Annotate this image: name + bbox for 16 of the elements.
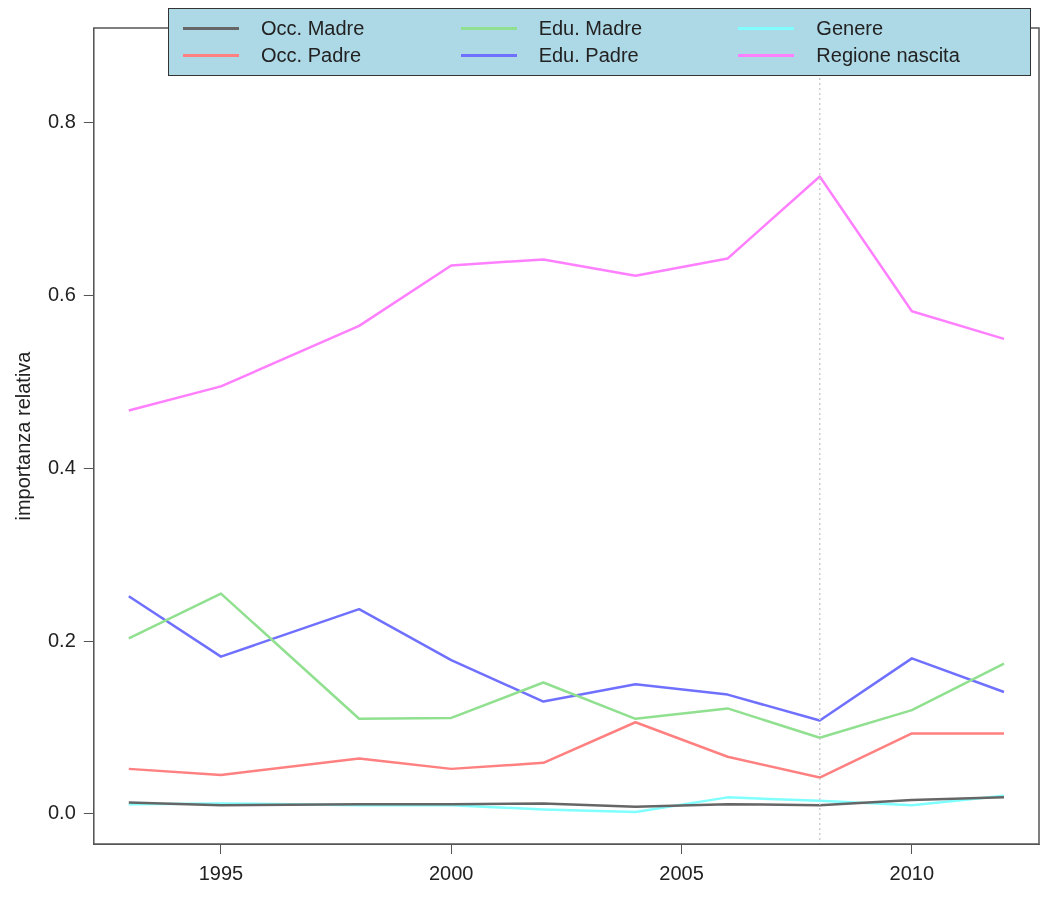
y-tick-label: 0.2 bbox=[47, 628, 76, 651]
x-tick-label: 1995 bbox=[198, 861, 244, 884]
x-tick-label: 2000 bbox=[429, 861, 474, 884]
legend-label: Edu. Padre bbox=[538, 44, 639, 67]
y-tick-label: 0.8 bbox=[47, 110, 76, 133]
legend-label: Edu. Madre bbox=[538, 17, 643, 40]
y-tick-label: 0.0 bbox=[47, 801, 76, 824]
legend-label: Occ. Madre bbox=[261, 17, 365, 40]
y-tick-label: 0.4 bbox=[47, 455, 76, 478]
legend-label: Occ. Padre bbox=[261, 44, 362, 67]
legend-label: Regione nascita bbox=[816, 44, 960, 67]
y-axis-title: importanza relativa bbox=[11, 350, 34, 521]
x-tick-label: 2005 bbox=[659, 861, 704, 884]
legend-label: Genere bbox=[816, 17, 884, 40]
y-tick-label: 0.6 bbox=[47, 283, 76, 306]
x-tick-label: 2010 bbox=[889, 861, 935, 884]
